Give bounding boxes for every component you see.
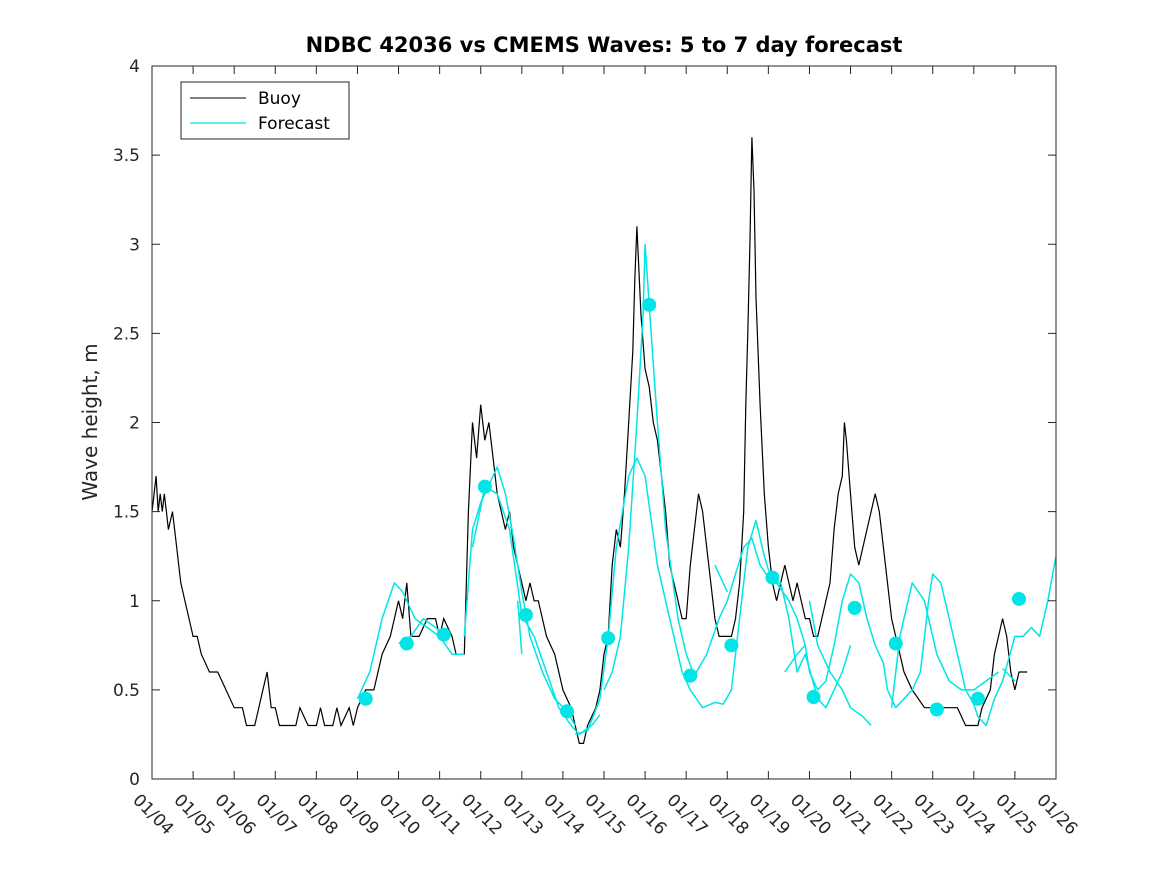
y-tick-label: 2 <box>129 414 140 434</box>
series-forecast-line-1 <box>356 582 465 700</box>
forecast-marker-5 <box>518 608 533 623</box>
y-axis-label: Wave height, m <box>78 343 102 500</box>
y-tick-label: 4 <box>129 57 140 77</box>
legend-forecast-label: Forecast <box>258 114 330 134</box>
forecast-marker-1 <box>358 691 373 706</box>
y-tick-label: 2.5 <box>113 324 140 344</box>
series-forecast-line-9 <box>784 644 806 673</box>
y-tick-label: 0.5 <box>113 681 140 701</box>
legend: Buoy Forecast <box>180 81 350 140</box>
y-tick-label: 3 <box>129 235 140 255</box>
forecast-marker-11 <box>765 570 780 585</box>
series-forecast-line-12 <box>1002 667 1016 682</box>
forecast-marker-8 <box>642 297 657 312</box>
forecast-marker-13 <box>847 600 862 615</box>
forecast-marker-7 <box>601 631 616 646</box>
series-forecast-line-11 <box>890 582 999 708</box>
y-tick-label: 3.5 <box>113 146 140 166</box>
series-forecast-line-3 <box>463 466 576 726</box>
forecast-marker-3 <box>436 627 451 642</box>
forecast-marker-4 <box>477 479 492 494</box>
forecast-marker-15 <box>929 702 944 717</box>
forecast-marker-14 <box>888 636 903 651</box>
y-tick-label: 1 <box>129 592 140 612</box>
forecast-marker-2 <box>399 636 414 651</box>
forecast-marker-9 <box>683 668 698 683</box>
chart-title: NDBC 42036 vs CMEMS Waves: 5 to 7 day fo… <box>306 33 903 57</box>
series-forecast-line-7 <box>603 243 1056 727</box>
legend-box <box>180 81 350 140</box>
forecast-marker-6 <box>560 704 575 719</box>
y-tick-label: 1.5 <box>113 503 140 523</box>
series-forecast-line-8 <box>714 564 728 593</box>
legend-buoy-label: Buoy <box>258 89 301 109</box>
series-forecast-line-5 <box>516 600 523 655</box>
series-buoy-line <box>152 137 1028 744</box>
forecast-marker-10 <box>724 638 739 653</box>
series-forecast-line-10 <box>808 600 872 727</box>
y-tick-label: 0 <box>129 770 140 790</box>
forecast-marker-12 <box>806 690 821 705</box>
forecast-marker-17 <box>1012 591 1027 606</box>
forecast-marker-16 <box>970 691 985 706</box>
